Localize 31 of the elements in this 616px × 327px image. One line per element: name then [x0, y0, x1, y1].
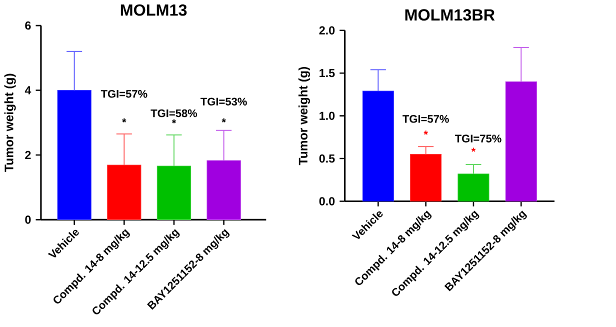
y-tick-label: 2 — [25, 150, 31, 159]
annotation: * — [471, 147, 476, 152]
y-axis-title: Tumor weight (g) — [298, 66, 310, 165]
bar — [107, 164, 142, 220]
annotation: TGI=53% — [200, 98, 247, 106]
bar — [362, 90, 394, 202]
annotation: * — [424, 130, 428, 134]
bar — [57, 90, 92, 220]
annotation: * — [122, 118, 126, 122]
y-tick-label: 1.0 — [320, 111, 335, 120]
bar — [410, 154, 442, 202]
y-tick-label: 0 — [25, 215, 31, 224]
y-tick-label: 0.0 — [319, 196, 335, 206]
annotation: TGI=75% — [454, 134, 502, 142]
annotation: TGI=58% — [150, 109, 198, 117]
bar — [458, 173, 490, 202]
annotation: * — [172, 119, 176, 124]
y-tick-label: 4 — [24, 86, 32, 94]
annotation: * — [222, 118, 226, 122]
chart-title: MOLM13BR — [405, 8, 495, 20]
annotation: TGI=57% — [100, 90, 148, 98]
annotation: TGI=57% — [402, 114, 449, 123]
bar — [156, 165, 192, 220]
chart-title: MOLM13 — [120, 4, 187, 16]
y-tick-label: 1.5 — [320, 68, 335, 77]
bar — [505, 81, 537, 202]
y-tick-label: 2.0 — [319, 26, 335, 34]
y-tick-label: 6 — [25, 21, 31, 30]
y-axis-title: Tumor weight (g) — [4, 74, 16, 172]
y-tick-label: 0.5 — [319, 154, 335, 162]
bar — [206, 160, 241, 220]
